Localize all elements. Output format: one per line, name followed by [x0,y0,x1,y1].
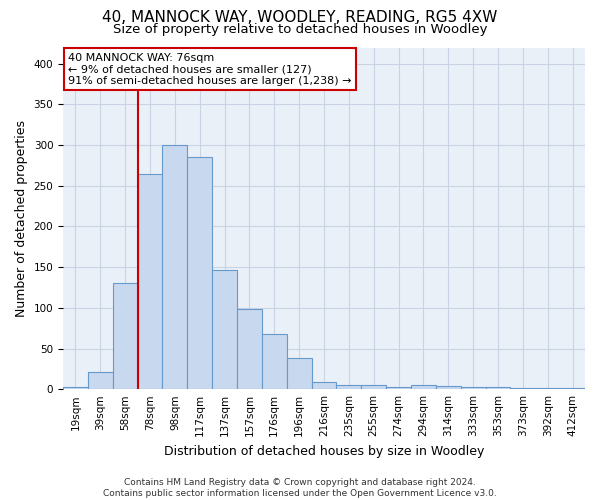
Bar [535,388,560,389]
Bar [436,386,461,389]
Bar [137,174,163,389]
Text: Size of property relative to detached houses in Woodley: Size of property relative to detached ho… [113,22,487,36]
Bar [163,145,187,389]
Bar [187,156,212,389]
Bar [287,358,311,389]
Bar [560,388,585,389]
Bar [511,388,535,389]
Bar [262,334,287,389]
Bar [411,385,436,389]
Bar [311,382,337,389]
Text: 40 MANNOCK WAY: 76sqm
← 9% of detached houses are smaller (127)
91% of semi-deta: 40 MANNOCK WAY: 76sqm ← 9% of detached h… [68,52,352,86]
Bar [113,284,137,389]
Bar [212,270,237,389]
Bar [88,372,113,389]
Bar [361,385,386,389]
Y-axis label: Number of detached properties: Number of detached properties [15,120,28,317]
Bar [461,386,485,389]
Bar [485,386,511,389]
Bar [63,386,88,389]
X-axis label: Distribution of detached houses by size in Woodley: Distribution of detached houses by size … [164,444,484,458]
Bar [337,385,361,389]
Text: Contains HM Land Registry data © Crown copyright and database right 2024.
Contai: Contains HM Land Registry data © Crown c… [103,478,497,498]
Text: 40, MANNOCK WAY, WOODLEY, READING, RG5 4XW: 40, MANNOCK WAY, WOODLEY, READING, RG5 4… [103,10,497,25]
Bar [237,310,262,389]
Bar [386,386,411,389]
